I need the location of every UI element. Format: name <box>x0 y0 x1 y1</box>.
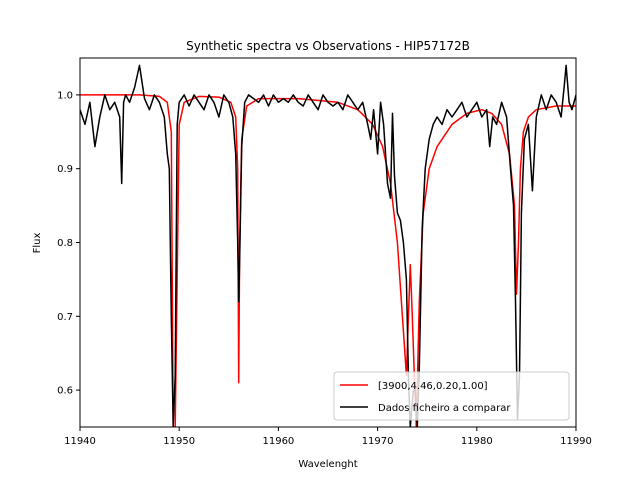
legend-label-synthetic: [3900,4.46,0.20,1.00] <box>378 381 488 392</box>
x-tick-label: 11970 <box>362 436 394 447</box>
chart-title: Synthetic spectra vs Observations - HIP5… <box>186 39 470 53</box>
y-axis-ticks: 0.6 0.7 0.8 0.9 1.0 <box>57 90 80 397</box>
y-tick-label: 0.9 <box>57 164 73 175</box>
x-tick-label: 11960 <box>262 436 294 447</box>
y-tick-label: 0.6 <box>57 386 73 397</box>
x-tick-label: 11940 <box>64 436 96 447</box>
x-axis-ticks: 11940 11950 11960 11970 11980 11990 <box>64 427 592 447</box>
plot-area: 11940 11950 11960 11970 11980 11990 0.6 0.7 0.8… <box>57 57 592 447</box>
x-tick-label: 11990 <box>560 436 592 447</box>
x-axis-label: Wavelenght <box>298 459 357 470</box>
legend-label-observed: Dados ficheiro a comparar <box>378 403 511 414</box>
x-tick-label: 11950 <box>163 436 195 447</box>
y-axis-label: Flux <box>32 233 43 254</box>
legend: [3900,4.46,0.20,1.00] Dados ficheiro a c… <box>333 371 570 421</box>
y-tick-label: 0.7 <box>57 312 73 323</box>
y-tick-label: 1.0 <box>57 90 73 101</box>
x-tick-label: 11980 <box>461 436 493 447</box>
y-tick-label: 0.8 <box>57 238 73 249</box>
legend-box <box>333 371 570 421</box>
series-line-observed <box>80 64 576 427</box>
